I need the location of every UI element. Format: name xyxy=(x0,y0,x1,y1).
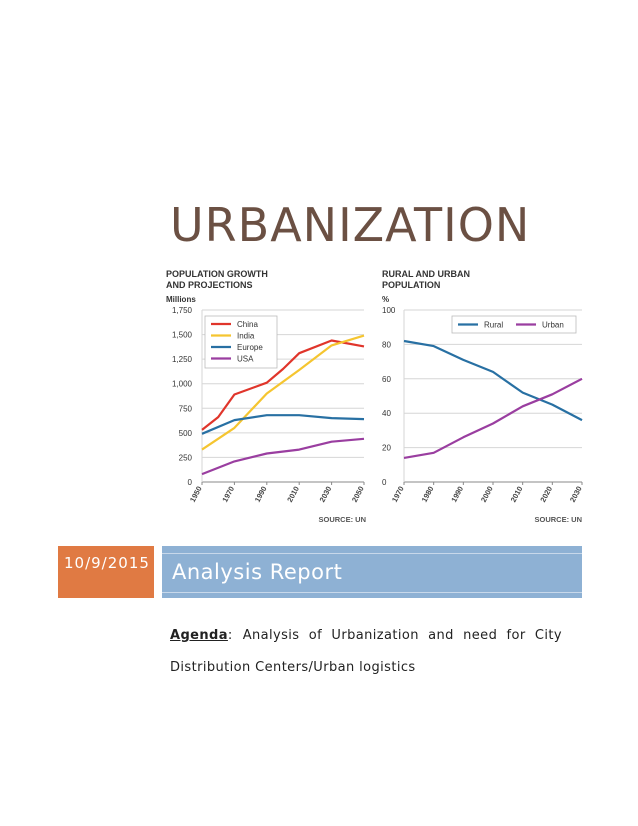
y-tick-label: 1,500 xyxy=(172,331,193,340)
chart-title-line-2: POPULATION xyxy=(382,280,440,290)
x-tick-label: 1970 xyxy=(390,485,406,504)
x-tick-label: 2020 xyxy=(538,485,554,504)
chart-source: SOURCE: UN xyxy=(318,515,366,524)
band-top-rule xyxy=(162,553,582,554)
y-tick-label: 60 xyxy=(382,375,391,384)
y-tick-label: 750 xyxy=(179,404,193,413)
chart-source: SOURCE: UN xyxy=(534,515,582,524)
population-growth-chart: POPULATION GROWTH AND PROJECTIONS Millions… xyxy=(162,266,368,528)
rural-urban-chart: RURAL AND URBAN POPULATION% 0 20 40 60 80 100 19… xyxy=(378,266,584,528)
report-band: Analysis Report xyxy=(162,546,582,598)
y-tick-label: 1,250 xyxy=(172,355,193,364)
chart-title-line-1: POPULATION GROWTH xyxy=(166,269,268,279)
agenda-text-line-2: Distribution Centers/Urban logistics xyxy=(170,660,416,675)
y-tick-label: 100 xyxy=(382,306,396,315)
agenda-paragraph: Agenda: Analysis of Urbanization and nee… xyxy=(170,620,562,684)
x-tick-label: 1970 xyxy=(220,485,236,504)
x-tick-label: 2050 xyxy=(350,485,366,504)
agenda-label: Agenda xyxy=(170,628,228,643)
series-line-china xyxy=(201,339,365,431)
y-tick-label: 1,750 xyxy=(172,306,193,315)
legend-label-europe: Europe xyxy=(237,343,263,352)
x-tick-label: 2030 xyxy=(318,485,334,504)
date-band: 10/9/2015 xyxy=(58,546,154,598)
x-tick-label: 1990 xyxy=(253,485,269,504)
y-tick-label: 1,000 xyxy=(172,380,193,389)
agenda-text-line-1: Analysis of Urbanization and need for Ci… xyxy=(242,628,562,643)
y-tick-label: 0 xyxy=(188,478,193,487)
chart-title-line-2: AND PROJECTIONS xyxy=(166,280,253,290)
legend-label-usa: USA xyxy=(237,355,254,364)
x-tick-label: 2010 xyxy=(285,485,301,504)
band-bottom-rule xyxy=(162,592,582,593)
series-line-europe xyxy=(201,414,365,435)
legend-label-china: China xyxy=(237,320,258,329)
x-tick-label: 1990 xyxy=(449,485,465,504)
series-line-urban xyxy=(403,377,583,459)
y-tick-label: 0 xyxy=(382,478,387,487)
x-tick-label: 1950 xyxy=(188,485,204,504)
y-tick-label: 20 xyxy=(382,444,391,453)
series-line-india xyxy=(201,334,365,451)
x-tick-label: 2030 xyxy=(568,485,584,504)
y-tick-label: 250 xyxy=(179,453,193,462)
agenda-separator: : xyxy=(227,628,233,643)
series-line-rural xyxy=(403,339,583,422)
chart-title-line-1: RURAL AND URBAN xyxy=(382,269,470,279)
series-line-usa xyxy=(201,437,365,476)
y-axis-label: Millions xyxy=(166,295,196,304)
x-tick-label: 2000 xyxy=(479,485,495,504)
x-tick-label: 1980 xyxy=(420,485,436,504)
y-tick-label: 40 xyxy=(382,409,391,418)
section-title: Analysis Report xyxy=(172,560,343,584)
y-tick-label: 500 xyxy=(179,429,193,438)
y-tick-label: 80 xyxy=(382,340,391,349)
y-axis-label: % xyxy=(382,295,389,304)
document-date: 10/9/2015 xyxy=(64,554,150,572)
legend-label-urban: Urban xyxy=(542,321,564,330)
page-title: URBANIZATION xyxy=(170,198,531,252)
legend-label-india: India xyxy=(237,332,255,341)
legend-box xyxy=(451,315,577,334)
x-tick-label: 2010 xyxy=(509,485,525,504)
agenda-head: Agenda: xyxy=(170,620,233,652)
legend-label-rural: Rural xyxy=(484,321,503,330)
agenda-line-1: Agenda: Analysis of Urbanization and nee… xyxy=(170,620,562,652)
